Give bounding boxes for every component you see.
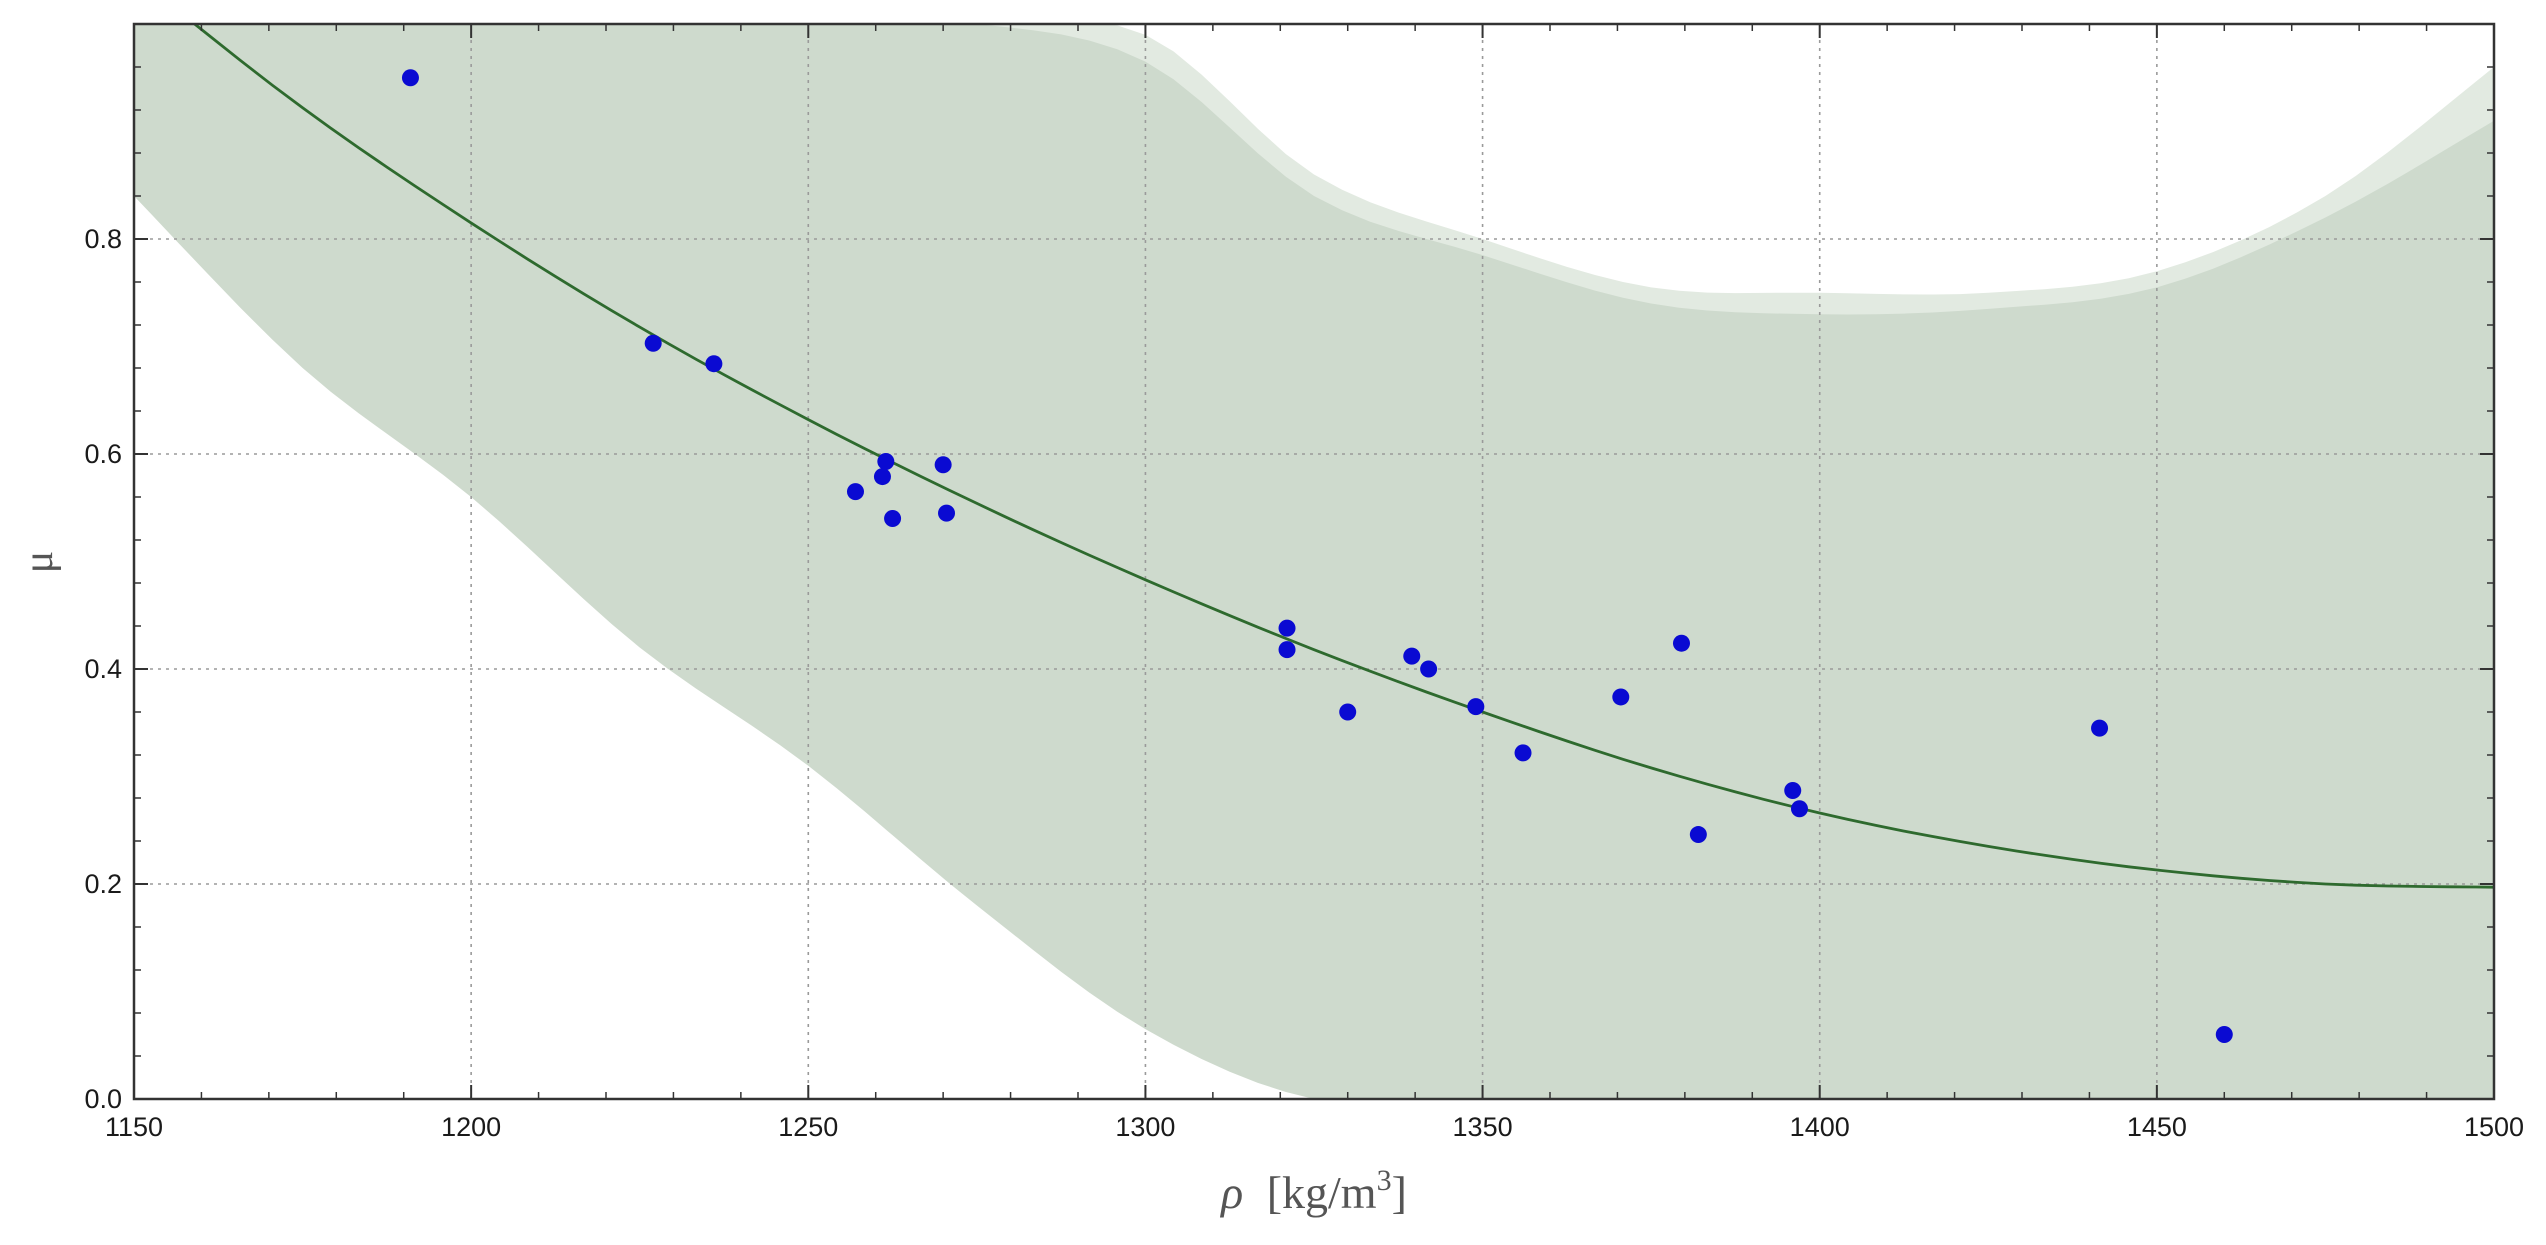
data-point: [1420, 660, 1438, 678]
plot-frame: [132, 22, 2496, 1101]
data-point: [2091, 719, 2109, 737]
y-tick-label: 0.0: [84, 1084, 122, 1114]
x-tick-label: 1150: [105, 1112, 163, 1142]
data-point: [1784, 781, 1802, 799]
data-point: [1514, 744, 1532, 762]
data-points: [401, 69, 2233, 1043]
data-point: [1612, 688, 1630, 706]
data-point: [884, 510, 902, 527]
x-tick-label: 1200: [441, 1112, 501, 1142]
x-tick-label: 1500: [2464, 1112, 2524, 1142]
data-point: [1672, 634, 1690, 652]
data-point: [938, 504, 956, 522]
data-point: [1467, 698, 1485, 716]
x-axis-label-unit-close: ]: [1392, 1167, 1407, 1218]
y-tick-label: 0.2: [84, 869, 122, 899]
x-tick-label: 1450: [2127, 1112, 2187, 1142]
data-point: [877, 453, 895, 471]
y-tick-label: 0.4: [84, 654, 122, 684]
data-point: [846, 483, 864, 501]
data-point: [1403, 647, 1421, 665]
data-point: [1689, 826, 1707, 844]
grid-lines: [134, 24, 2494, 1099]
y-tick-label: 0.6: [84, 439, 122, 469]
data-point: [705, 355, 723, 373]
data-point: [401, 69, 419, 87]
fit-curve: [192, 24, 2494, 889]
data-point: [1790, 800, 1808, 818]
data-point: [1339, 703, 1357, 721]
x-tick-label: 1300: [1115, 1112, 1175, 1142]
x-axis-label: ρ [kg/m3]: [1219, 1164, 1407, 1218]
data-point: [644, 334, 662, 352]
x-tick-labels: 1150 1200 1250 1300 1350 1400 1450 1500: [105, 1112, 2524, 1142]
data-point: [1278, 619, 1296, 637]
x-axis-label-unit-power: 3: [1377, 1164, 1392, 1197]
data-point: [1278, 641, 1296, 659]
x-tick-label: 1250: [778, 1112, 838, 1142]
x-axis-label-symbol: ρ: [1219, 1167, 1243, 1218]
data-point: [2215, 1026, 2233, 1043]
y-axis-label: μ: [16, 551, 62, 574]
y-tick-labels: 0.0 0.2 0.4 0.6 0.8: [84, 224, 122, 1114]
data-point: [934, 456, 952, 474]
x-tick-label: 1400: [1790, 1112, 1850, 1142]
x-tick-label: 1350: [1453, 1112, 1513, 1142]
data-point: [873, 468, 891, 486]
fit-curve-layer: [192, 24, 2494, 889]
axis-ticks: [133, 24, 2495, 1100]
x-axis-label-unit: [kg/m: [1267, 1167, 1377, 1218]
y-tick-label: 0.8: [84, 224, 122, 254]
